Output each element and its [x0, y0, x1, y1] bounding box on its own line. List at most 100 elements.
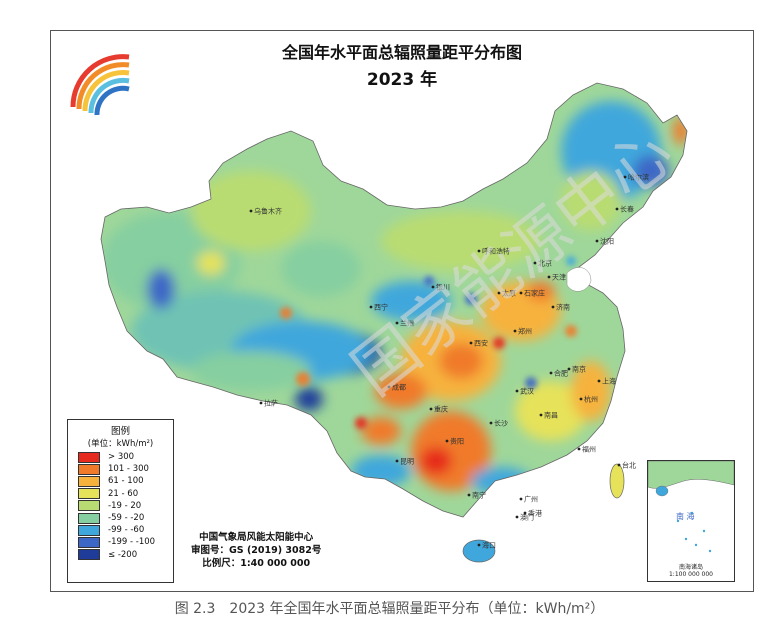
city-label: 福州	[582, 445, 596, 454]
city-marker: 福州	[577, 445, 596, 454]
city-marker: 昆明	[395, 458, 414, 466]
city-marker: 济南	[551, 303, 570, 312]
city-marker: 兰州	[395, 319, 414, 328]
legend-item: -199 - -100	[78, 536, 173, 548]
city-marker: 重庆	[429, 405, 448, 414]
city-marker: 长春	[615, 205, 634, 214]
city-label: 台北	[622, 461, 636, 470]
city-marker: 合肥	[549, 369, 568, 378]
city-label: 石家庄	[524, 289, 545, 298]
legend-label: -199 - -100	[108, 537, 156, 548]
city-label: 澳门	[520, 513, 534, 522]
city-label: 南京	[572, 365, 586, 374]
city-marker: 贵阳	[445, 437, 464, 446]
city-label: 郑州	[518, 328, 532, 336]
city-marker: 海口	[477, 541, 496, 550]
city-label: 贵阳	[450, 437, 464, 446]
city-marker: 长沙	[489, 419, 508, 428]
legend-item: 101 - 300	[78, 463, 173, 475]
legend: 图例 (单位：kWh/m²) > 300 101 - 300 61 - 100 21 …	[67, 419, 174, 583]
legend-item: -59 - -20	[78, 512, 173, 524]
map-title: 全国年水平面总辐照量距平分布图	[281, 43, 522, 62]
legend-swatch	[78, 549, 100, 561]
map-year: 2023 年	[366, 70, 438, 90]
logo-icon	[70, 54, 130, 116]
city-label: 兰州	[400, 319, 414, 328]
city-label: 杭州	[584, 395, 598, 404]
city-marker: 杭州	[579, 395, 598, 404]
city-marker: 郑州	[513, 328, 532, 336]
legend-swatch	[78, 488, 100, 500]
legend-item: ≤ -200	[78, 549, 173, 561]
city-marker: 香港	[523, 509, 542, 518]
city-marker: 北京	[533, 259, 552, 268]
city-label: 南宁	[472, 491, 486, 500]
credit-org: 中国气象局风能太阳能中心	[199, 532, 314, 543]
city-marker: 武汉	[515, 387, 534, 396]
city-label: 天津	[552, 274, 566, 282]
legend-label: -59 - -20	[108, 513, 145, 524]
legend-label: -19 - 20	[108, 500, 142, 511]
city-marker: 天津	[547, 274, 566, 282]
hainan-island	[462, 539, 496, 563]
taiwan-island	[609, 463, 625, 499]
city-marker: 太原	[497, 289, 516, 298]
legend-item: -99 - -60	[78, 524, 173, 536]
legend-label: > 300	[108, 452, 135, 463]
city-marker: 成都	[387, 383, 406, 392]
city-label: 成都	[392, 383, 406, 392]
legend-item: 21 - 60	[78, 488, 173, 500]
legend-item: 61 - 100	[78, 475, 173, 487]
china-border	[100, 82, 688, 518]
city-label: 乌鲁木齐	[254, 207, 282, 216]
city-label: 上海	[602, 377, 616, 386]
legend-swatch	[78, 451, 100, 463]
city-marker: 澳门	[515, 513, 534, 522]
city-label: 西宁	[374, 303, 388, 312]
irradiance-anomaly-map: 乌鲁木齐拉萨西宁兰州银川呼和浩特北京天津石家庄太原济南郑州西安成都重庆贵阳昆明南…	[70, 54, 688, 563]
city-label: 拉萨	[264, 399, 278, 408]
city-marker: 台北	[617, 461, 636, 470]
city-label: 沈阳	[600, 237, 614, 246]
city-label: 呼和浩特	[482, 247, 510, 256]
city-marker: 广州	[519, 495, 538, 504]
legend-label: 21 - 60	[108, 488, 139, 499]
inset-scale: 1:100 000 000	[668, 571, 713, 578]
city-marker: 西安	[469, 339, 488, 348]
city-label: 西安	[474, 339, 488, 348]
city-marker: 哈尔滨	[623, 173, 649, 182]
bohai-sea	[566, 267, 592, 292]
legend-label: ≤ -200	[108, 549, 138, 560]
inset-map: 南 海	[648, 461, 734, 553]
credit-review: 审图号：GS (2019) 3082号	[191, 545, 322, 556]
city-label: 南昌	[544, 411, 558, 420]
legend-unit: (单位：kWh/m²)	[87, 439, 154, 449]
inset-title: 南海诸岛	[678, 564, 703, 571]
city-label: 济南	[556, 303, 570, 312]
city-label: 长春	[620, 205, 634, 214]
legend-swatch	[78, 524, 100, 536]
city-marker: 乌鲁木齐	[249, 207, 282, 216]
city-marker: 南昌	[539, 411, 558, 420]
city-label: 昆明	[400, 458, 414, 466]
city-label: 北京	[538, 259, 552, 268]
legend-swatch	[78, 463, 100, 475]
city-markers: 乌鲁木齐拉萨西宁兰州银川呼和浩特北京天津石家庄太原济南郑州西安成都重庆贵阳昆明南…	[249, 173, 649, 550]
credit-scale: 比例尺：1:40 000 000	[202, 558, 311, 569]
legend-item: -19 - 20	[78, 500, 173, 512]
map-frame: 乌鲁木齐 拉萨 西宁 兰州 银川 呼和浩特 北京 天津 石家庄 太原 济南 郑州 西安 成都 重庆 贵阳 昆明南…	[50, 30, 754, 592]
city-label: 银川	[436, 283, 450, 292]
city-marker: 上海	[597, 377, 616, 386]
legend-items: > 300 101 - 300 61 - 100 21 - 60 -19 - 20 -59…	[68, 451, 173, 561]
legend-label: 101 - 300	[108, 464, 149, 475]
legend-label: -99 - -60	[108, 525, 145, 536]
legend-swatch	[78, 512, 100, 524]
legend-item: > 300	[78, 451, 173, 463]
legend-title: 图例	[110, 426, 130, 437]
city-label: 香港	[528, 509, 542, 518]
city-label: 武汉	[520, 387, 534, 396]
city-label: 海口	[482, 541, 496, 550]
legend-swatch	[78, 500, 100, 512]
city-label: 太原	[502, 289, 516, 298]
city-label: 哈尔滨	[628, 173, 649, 182]
